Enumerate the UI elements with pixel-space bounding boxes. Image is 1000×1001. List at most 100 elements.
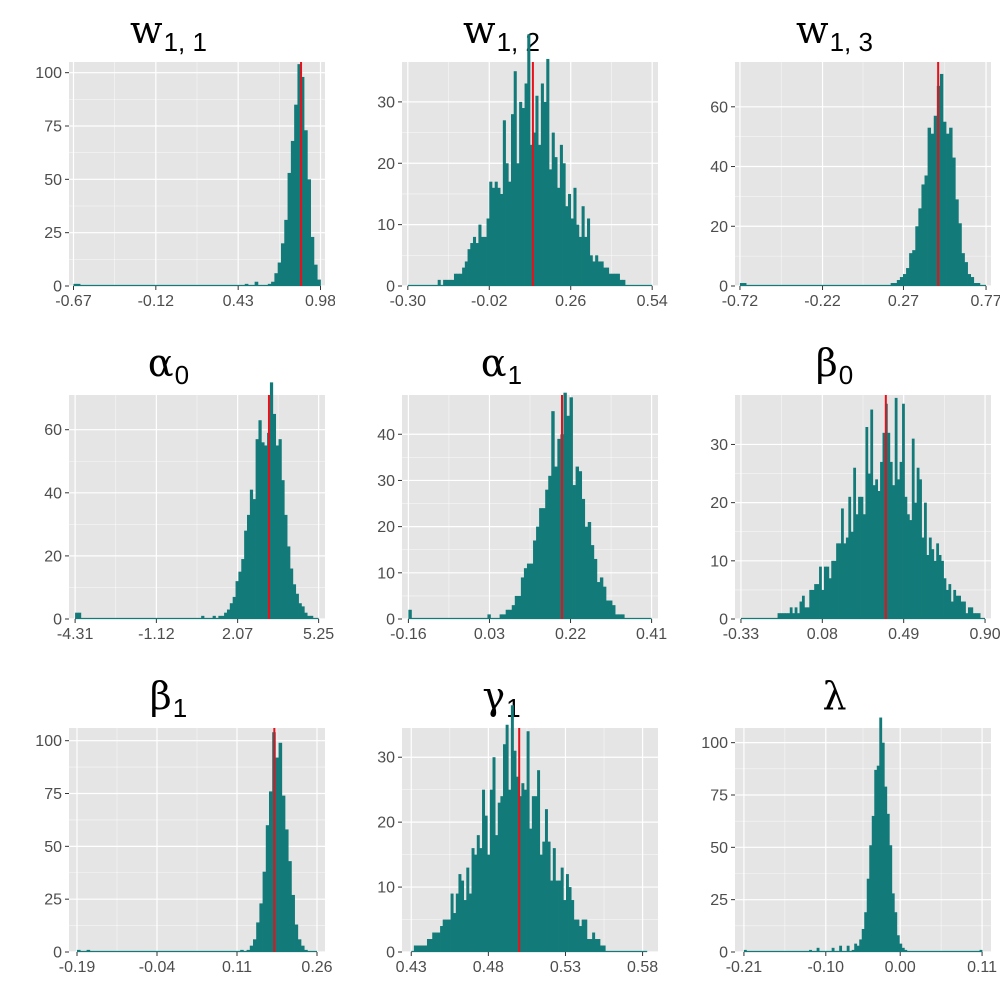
histogram-bar bbox=[616, 273, 620, 286]
x-tick-label: 0.26 bbox=[555, 293, 586, 310]
histogram-bar bbox=[839, 945, 843, 952]
histogram-bar bbox=[298, 603, 302, 619]
histogram-bar bbox=[573, 919, 577, 952]
x-tick-label: 0.53 bbox=[550, 959, 581, 976]
histogram-bar bbox=[887, 432, 891, 619]
histogram-bar bbox=[500, 796, 504, 952]
histogram-bar bbox=[497, 802, 501, 952]
histogram-bar bbox=[845, 537, 849, 619]
histogram-bar bbox=[75, 612, 79, 619]
histogram-bar bbox=[272, 413, 277, 619]
y-tick-label: 0 bbox=[53, 945, 62, 962]
y-tick-label: 40 bbox=[377, 427, 395, 444]
histogram-bar bbox=[563, 900, 567, 952]
y-tick-label: 10 bbox=[377, 880, 395, 897]
histogram-bar bbox=[505, 724, 509, 952]
histogram-bar bbox=[304, 949, 308, 952]
histogram-bar bbox=[894, 912, 898, 952]
histogram-bar bbox=[413, 945, 417, 952]
histogram-bar bbox=[255, 439, 259, 619]
histogram-bar bbox=[899, 461, 903, 619]
y-tick-label: 0 bbox=[53, 279, 62, 296]
histogram-bar bbox=[924, 502, 927, 619]
histogram-bar bbox=[497, 187, 501, 286]
histogram-bar bbox=[603, 267, 607, 286]
histogram-bar bbox=[599, 577, 604, 619]
histogram-bar bbox=[555, 880, 559, 952]
histogram-bar bbox=[967, 274, 972, 286]
histogram-bar bbox=[823, 566, 827, 619]
x-tick-label: 0.48 bbox=[473, 959, 504, 976]
histogram-bar bbox=[521, 108, 525, 286]
y-tick-label: 75 bbox=[44, 119, 62, 136]
histogram-bar bbox=[304, 130, 308, 286]
y-tick-label: 100 bbox=[35, 65, 62, 82]
histogram-bar bbox=[965, 613, 969, 619]
histogram-bar bbox=[901, 947, 905, 952]
histogram-bar bbox=[524, 83, 528, 286]
histogram-bar bbox=[821, 589, 825, 619]
histogram-bar bbox=[780, 613, 783, 619]
y-tick-label: 40 bbox=[710, 159, 728, 176]
histogram-bar bbox=[544, 809, 548, 952]
histogram-bar bbox=[232, 596, 236, 619]
histogram-bar bbox=[545, 489, 549, 619]
histogram-bar bbox=[529, 828, 533, 952]
histogram-bar bbox=[882, 432, 886, 619]
histogram-bar bbox=[534, 796, 538, 952]
histogram-bar bbox=[877, 491, 881, 619]
histogram-bar bbox=[489, 789, 493, 952]
panel-title-symbol: γ bbox=[482, 674, 506, 718]
histogram-bar bbox=[874, 769, 878, 952]
x-tick-label: -0.16 bbox=[390, 626, 427, 643]
histogram-bar bbox=[517, 595, 522, 619]
histogram-bar bbox=[879, 717, 883, 952]
histogram-bar bbox=[930, 133, 935, 286]
histogram-bar bbox=[552, 848, 556, 952]
histogram-bar bbox=[921, 184, 925, 286]
y-tick-label: 100 bbox=[35, 733, 62, 750]
histogram-bar bbox=[896, 935, 900, 952]
panel-title-symbol: β bbox=[815, 341, 838, 385]
panel-title: β0 bbox=[668, 341, 1000, 397]
histogram-bar bbox=[531, 796, 535, 952]
histogram-bar bbox=[453, 913, 457, 952]
histogram-bar bbox=[494, 181, 498, 286]
histogram-panel: w1, 1 0 25 50 75 100 -0.67 -0.12 0.43 0.98 bbox=[2, 2, 335, 335]
histogram-bar bbox=[262, 871, 267, 952]
histogram-bar bbox=[838, 543, 842, 619]
histogram-bar bbox=[592, 932, 596, 952]
histogram-bar bbox=[249, 945, 254, 952]
histogram-bar bbox=[894, 397, 898, 619]
histogram-bar bbox=[508, 609, 513, 619]
histogram-bar bbox=[833, 560, 837, 619]
histogram-bar bbox=[850, 531, 854, 619]
x-tick-label: 0.41 bbox=[636, 626, 667, 643]
histogram-bar bbox=[597, 939, 601, 952]
histogram-bar bbox=[963, 601, 966, 619]
histogram-bar bbox=[853, 467, 857, 619]
histogram-bar bbox=[860, 496, 864, 619]
histogram-bar bbox=[861, 928, 865, 952]
histogram-bar bbox=[502, 120, 506, 287]
histogram-bar bbox=[576, 224, 580, 286]
x-tick-label: 0.49 bbox=[888, 626, 919, 643]
histogram-bar bbox=[280, 243, 285, 286]
histogram-panel: γ101020300.430.480.530.58 bbox=[335, 668, 668, 1001]
histogram-bar bbox=[235, 581, 239, 619]
histogram-bar bbox=[516, 163, 520, 286]
histogram-bar bbox=[434, 932, 438, 952]
histogram-bar bbox=[581, 206, 585, 286]
y-tick-label: 50 bbox=[710, 840, 728, 857]
histogram-bar bbox=[551, 132, 555, 286]
y-tick-label: 20 bbox=[710, 219, 728, 236]
y-tick-label: 0 bbox=[386, 945, 395, 962]
panel-title-subscript: 0 bbox=[838, 360, 854, 390]
histogram-panel: α1 0 10 20 30 40 -0.16 0.03 0.22 0.41 bbox=[335, 335, 668, 668]
histogram-bar bbox=[816, 584, 820, 619]
histogram-bar bbox=[787, 613, 791, 619]
histogram-bar bbox=[869, 845, 873, 952]
x-tick-label: -0.30 bbox=[390, 293, 427, 310]
histogram-bar bbox=[889, 461, 893, 619]
x-tick-label: 0.03 bbox=[474, 626, 505, 643]
